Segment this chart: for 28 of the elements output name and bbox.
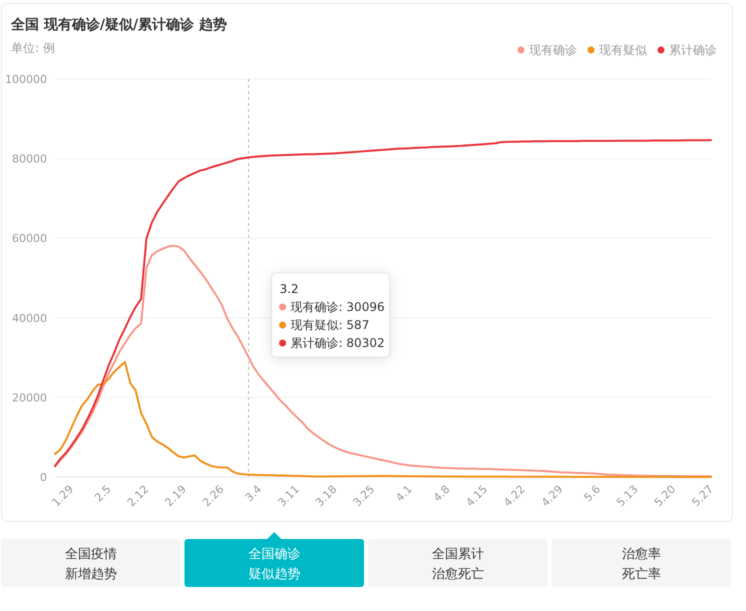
x-tick-label: 4.1 bbox=[393, 482, 415, 504]
x-tick-label: 4.8 bbox=[430, 482, 452, 504]
chart-subtitle: 单位: 例 bbox=[11, 41, 55, 55]
text: 新增趋势 bbox=[64, 567, 117, 582]
text: 全国确诊 bbox=[248, 547, 300, 562]
text: 治愈率 bbox=[622, 546, 661, 562]
text: 治愈死亡 bbox=[432, 566, 484, 582]
x-tick-label: 2.5 bbox=[92, 482, 114, 504]
y-tick-label: 80000 bbox=[12, 152, 47, 166]
text: 疑似趋势 bbox=[248, 567, 300, 582]
annotation: 现有确诊: 30096 bbox=[290, 300, 385, 314]
y-tick-label: 100000 bbox=[5, 73, 47, 86]
legend-label: 累计确诊 bbox=[669, 43, 717, 57]
text: 死亡率 bbox=[622, 566, 661, 582]
legend-label: 现有疑似 bbox=[599, 43, 647, 57]
y-tick-label: 20000 bbox=[12, 391, 47, 404]
x-tick-label: 3.4 bbox=[242, 482, 264, 504]
y-tick-label: 40000 bbox=[12, 312, 47, 325]
text: 全国疫情 bbox=[64, 547, 117, 562]
y-tick-label: 0 bbox=[40, 471, 47, 484]
annotation: 现有疑似: 587 bbox=[290, 318, 370, 332]
annotation: 3.2 bbox=[280, 282, 299, 296]
chart-title: 全国 现有确诊/疑似/累计确诊 趋势 bbox=[10, 17, 227, 33]
x-tick-label: 5.6 bbox=[581, 482, 604, 504]
text: 全国累计 bbox=[432, 547, 484, 562]
y-tick-label: 60000 bbox=[12, 232, 47, 246]
annotation: 累计确诊: 80302 bbox=[290, 336, 385, 350]
legend-label: 现有确诊 bbox=[529, 43, 577, 57]
